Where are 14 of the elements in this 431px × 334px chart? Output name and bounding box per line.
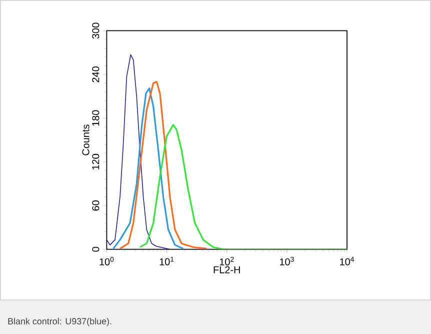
y-tick-label: 0 — [92, 246, 100, 252]
text: Blank control: U937(blue). — [8, 318, 112, 326]
y-tick-label: 60 — [92, 200, 100, 211]
x-tick-label: 10$^{2}$ — [220, 256, 234, 266]
x-tick-label: 10$^{1}$ — [160, 256, 174, 266]
y-tick-label: 180 — [92, 110, 100, 126]
y-tick-label: 300 — [92, 22, 100, 39]
y-axis-title: Counts — [82, 124, 90, 156]
x-tick-label: 10$^{3}$ — [280, 256, 294, 266]
y-tick-label: 240 — [92, 66, 100, 82]
x-tick-label: 10$^{0}$ — [100, 256, 114, 266]
x-axis-title: FL2-H — [214, 266, 240, 274]
x-tick-label: 10$^{4}$ — [340, 256, 354, 266]
y-tick-label: 120 — [92, 154, 100, 170]
